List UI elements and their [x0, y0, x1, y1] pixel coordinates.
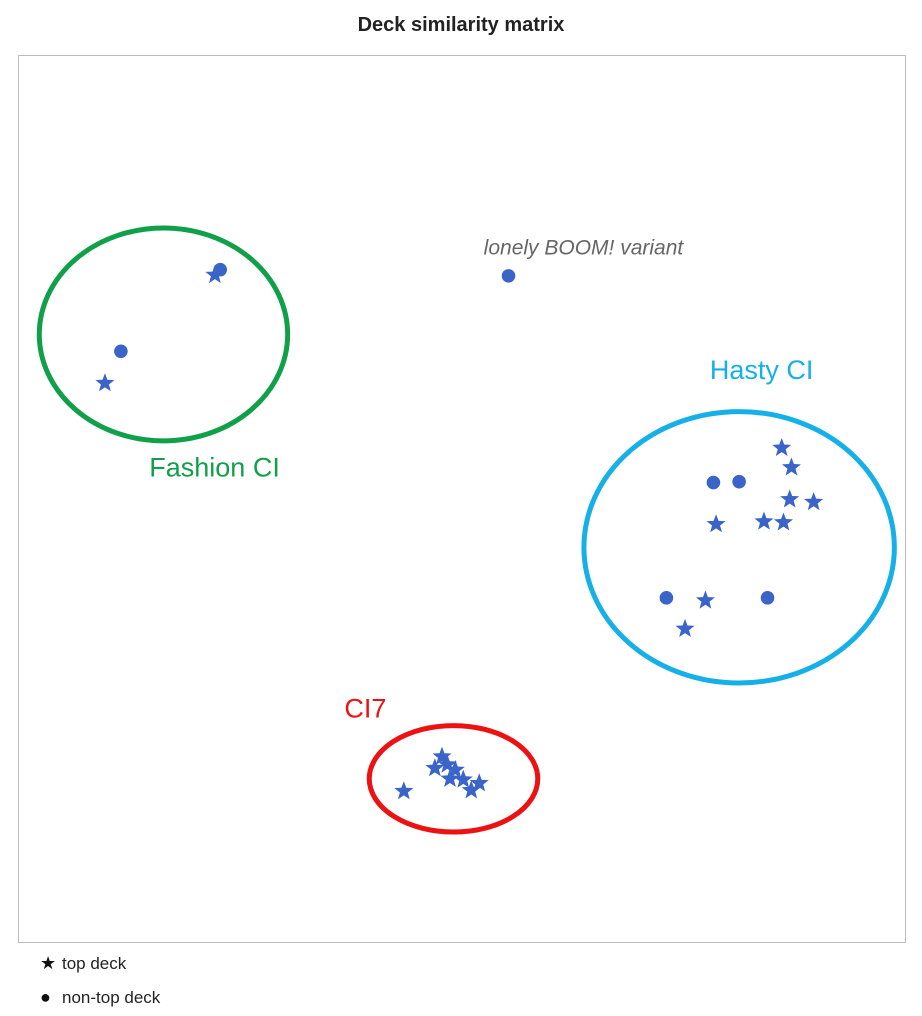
- non-top-deck-point-5: [659, 591, 674, 605]
- top-deck-point-12: [432, 746, 452, 765]
- hasty-ci-label: Hasty CI: [710, 355, 814, 385]
- top-deck-point-9: [695, 590, 715, 609]
- top-deck-point-16: [440, 768, 460, 787]
- top-deck-point-3: [781, 457, 801, 476]
- top-deck-point-11: [394, 781, 414, 800]
- top-deck-point-2: [772, 437, 792, 457]
- ci7-ellipse: [366, 723, 541, 835]
- top-deck-point-19: [461, 780, 481, 799]
- circle-icon: ●: [40, 987, 51, 1007]
- top-deck-point-18: [469, 773, 489, 792]
- fashion-ci-ellipse: [36, 225, 291, 444]
- top-deck-point-17: [453, 769, 473, 788]
- legend-label-top-deck: top deck: [62, 953, 127, 973]
- top-deck-point-4: [780, 489, 800, 508]
- cluster-ellipses: [36, 225, 897, 835]
- chart-title: Deck similarity matrix: [357, 14, 565, 36]
- top-deck-point-7: [754, 511, 774, 530]
- hasty-ci-ellipse: [581, 409, 897, 686]
- data-points: [95, 262, 824, 800]
- top-deck-point-15: [445, 759, 465, 779]
- non-top-deck-point-0: [213, 262, 228, 277]
- non-top-deck-point-6: [760, 591, 775, 605]
- top-deck-point-8: [773, 512, 793, 531]
- top-deck-point-13: [437, 754, 457, 773]
- non-top-deck-point-4: [732, 474, 746, 489]
- ci7-label: CI7: [344, 694, 386, 724]
- fashion-ci-label: Fashion CI: [149, 452, 280, 482]
- legend-item-non-top-deck: ● non-top deck: [40, 987, 160, 1008]
- legend-label-non-top-deck: non-top deck: [62, 987, 161, 1007]
- annotation-labels: Fashion CI Hasty CI CI7 lonely BOOM! varian…: [149, 237, 813, 724]
- top-deck-point-10: [675, 618, 695, 637]
- non-top-deck-point-3: [706, 475, 721, 490]
- top-deck-point-6: [706, 514, 726, 533]
- lonely-boom-variant-label: lonely BOOM! variant: [484, 237, 685, 260]
- top-deck-point-0: [205, 264, 225, 284]
- non-top-deck-point-1: [114, 344, 128, 359]
- non-top-deck-point-2: [501, 269, 516, 283]
- top-deck-point-1: [95, 373, 115, 392]
- top-deck-point-14: [425, 758, 445, 777]
- star-icon: ★: [40, 953, 57, 973]
- scatter-plot: Fashion CI Hasty CI CI7 lonely BOOM! varian…: [18, 55, 906, 943]
- plot-frame: [18, 55, 906, 943]
- legend-item-top-deck: ★ top deck: [40, 953, 126, 974]
- top-deck-point-5: [804, 492, 824, 511]
